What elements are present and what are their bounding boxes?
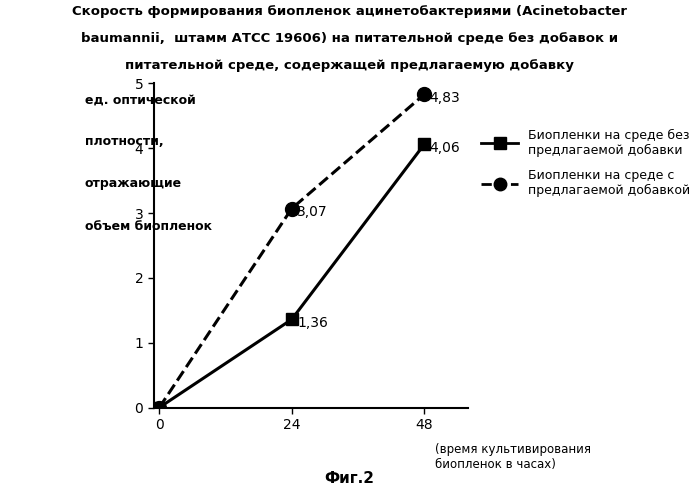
Text: Скорость формирования биопленок ацинетобактериями (Acinetobacter: Скорость формирования биопленок ацинетоб… xyxy=(72,5,627,18)
Text: (время культивирования
биопленок в часах): (время культивирования биопленок в часах… xyxy=(435,443,591,471)
Text: 3,07: 3,07 xyxy=(297,205,328,219)
Text: 4,83: 4,83 xyxy=(430,91,461,105)
Text: 1,36: 1,36 xyxy=(297,316,328,330)
Legend: Биопленки на среде без
предлагаемой добавки, Биопленки на среде с
предлагаемой д: Биопленки на среде без предлагаемой доба… xyxy=(481,129,691,197)
Text: плотности,: плотности, xyxy=(85,136,163,148)
Text: baumannii,  штамм АТСС 19606) на питательной среде без добавок и: baumannii, штамм АТСС 19606) на питатель… xyxy=(81,32,618,45)
Text: 4,06: 4,06 xyxy=(430,141,461,155)
Text: питательной среде, содержащей предлагаемую добавку: питательной среде, содержащей предлагаем… xyxy=(125,59,574,72)
Text: объем биопленок: объем биопленок xyxy=(85,219,212,233)
Text: ед. оптической: ед. оптической xyxy=(85,93,195,106)
Text: Фиг.2: Фиг.2 xyxy=(324,471,375,486)
Text: отражающие: отражающие xyxy=(85,177,182,191)
